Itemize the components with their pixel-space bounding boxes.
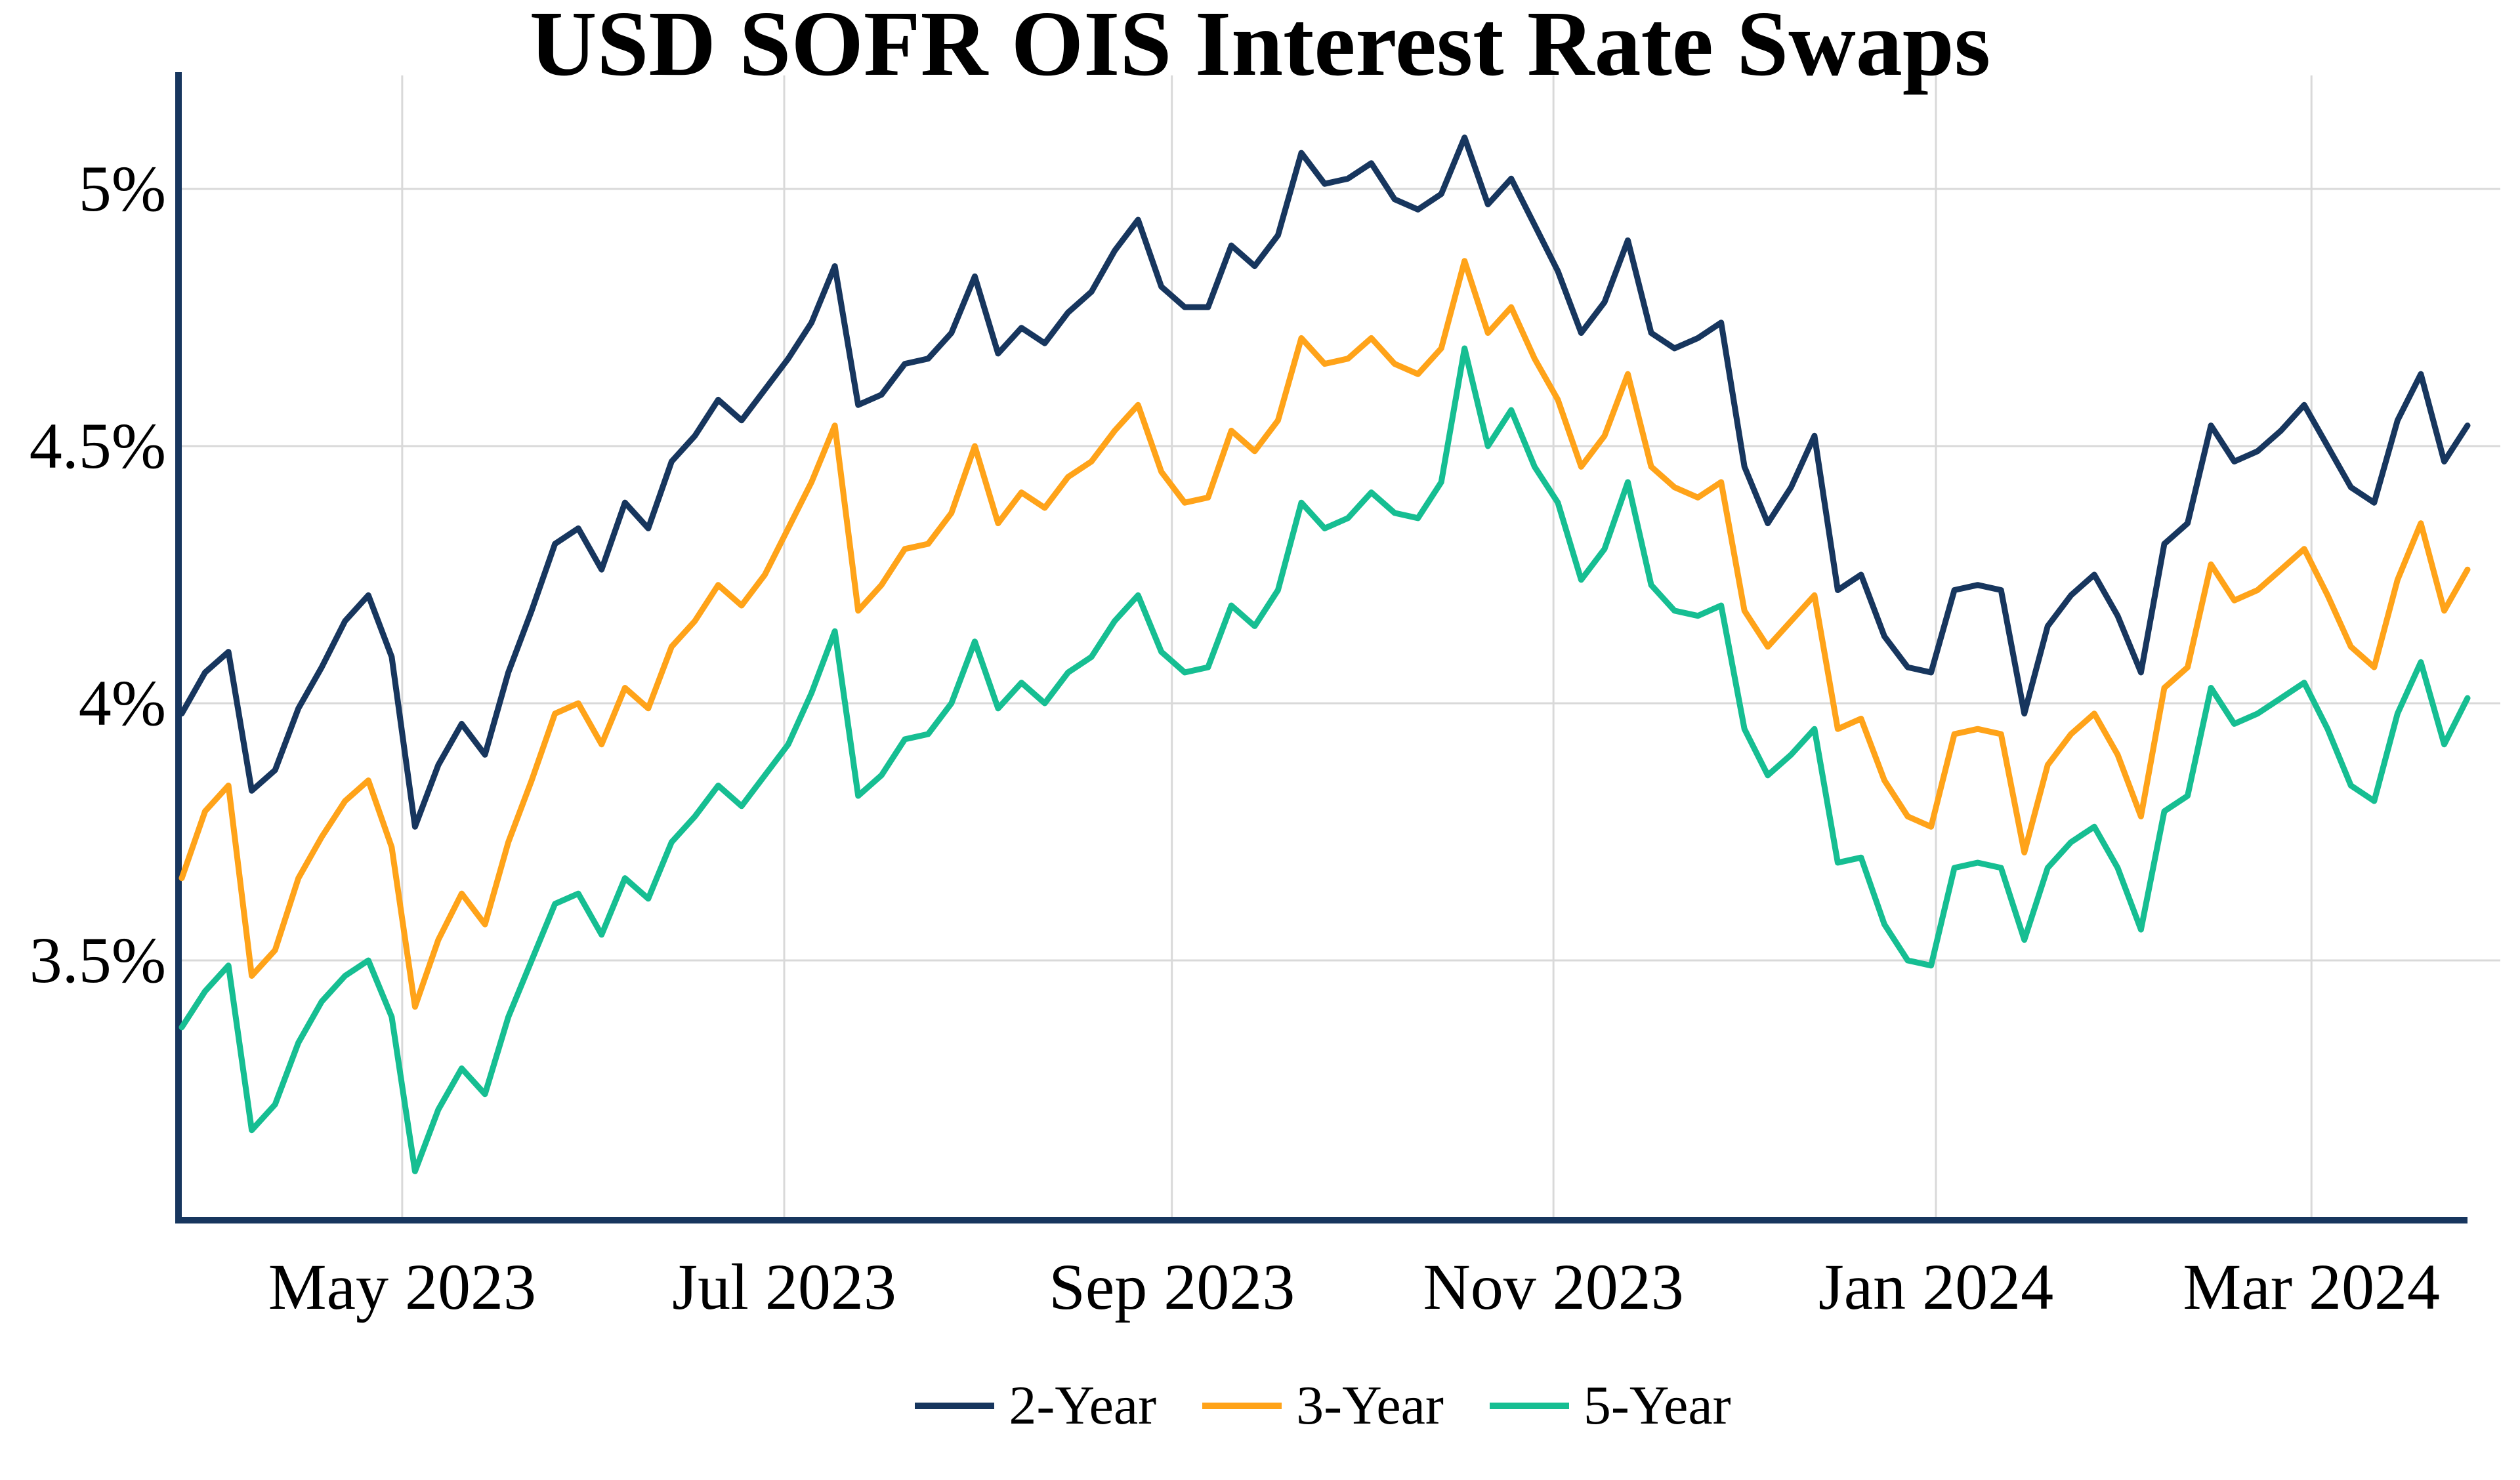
x-tick-label: Mar 2024 (2183, 1250, 2441, 1323)
legend-line-swatch-icon (1489, 1403, 1569, 1409)
x-tick-label: May 2023 (268, 1250, 537, 1323)
y-tick-label: 4% (78, 667, 166, 739)
legend-line-swatch-icon (1202, 1403, 1282, 1409)
y-tick-label: 3.5% (29, 924, 166, 997)
x-tick-label: Jan 2024 (1818, 1250, 2054, 1323)
x-tick-label: Jul 2023 (672, 1250, 896, 1323)
series-line-3-year (178, 258, 2471, 1010)
series-line-2-year (178, 134, 2471, 830)
y-tick-label: 5% (78, 152, 166, 225)
legend-line-swatch-icon (915, 1403, 995, 1409)
legend-item-2-year: 2-Year (915, 1373, 1156, 1439)
legend: 2-Year 3-Year 5-Year (178, 1363, 2468, 1449)
y-axis-spine (175, 72, 182, 1223)
legend-label: 2-Year (1009, 1375, 1157, 1436)
legend-item-5-year: 5-Year (1489, 1373, 1731, 1439)
legend-label: 5-Year (1583, 1375, 1731, 1436)
x-axis-spine (175, 1217, 2468, 1223)
x-tick-label: Sep 2023 (1049, 1250, 1295, 1323)
x-tick-label: Nov 2023 (1423, 1250, 1684, 1323)
legend-label: 3-Year (1296, 1375, 1444, 1436)
chart-title: USD SOFR OIS Interest Rate Swaps (529, 0, 1991, 95)
legend-item-3-year: 3-Year (1202, 1373, 1444, 1439)
y-tick-label: 4.5% (29, 409, 166, 482)
series-line-5-year (178, 345, 2471, 1174)
